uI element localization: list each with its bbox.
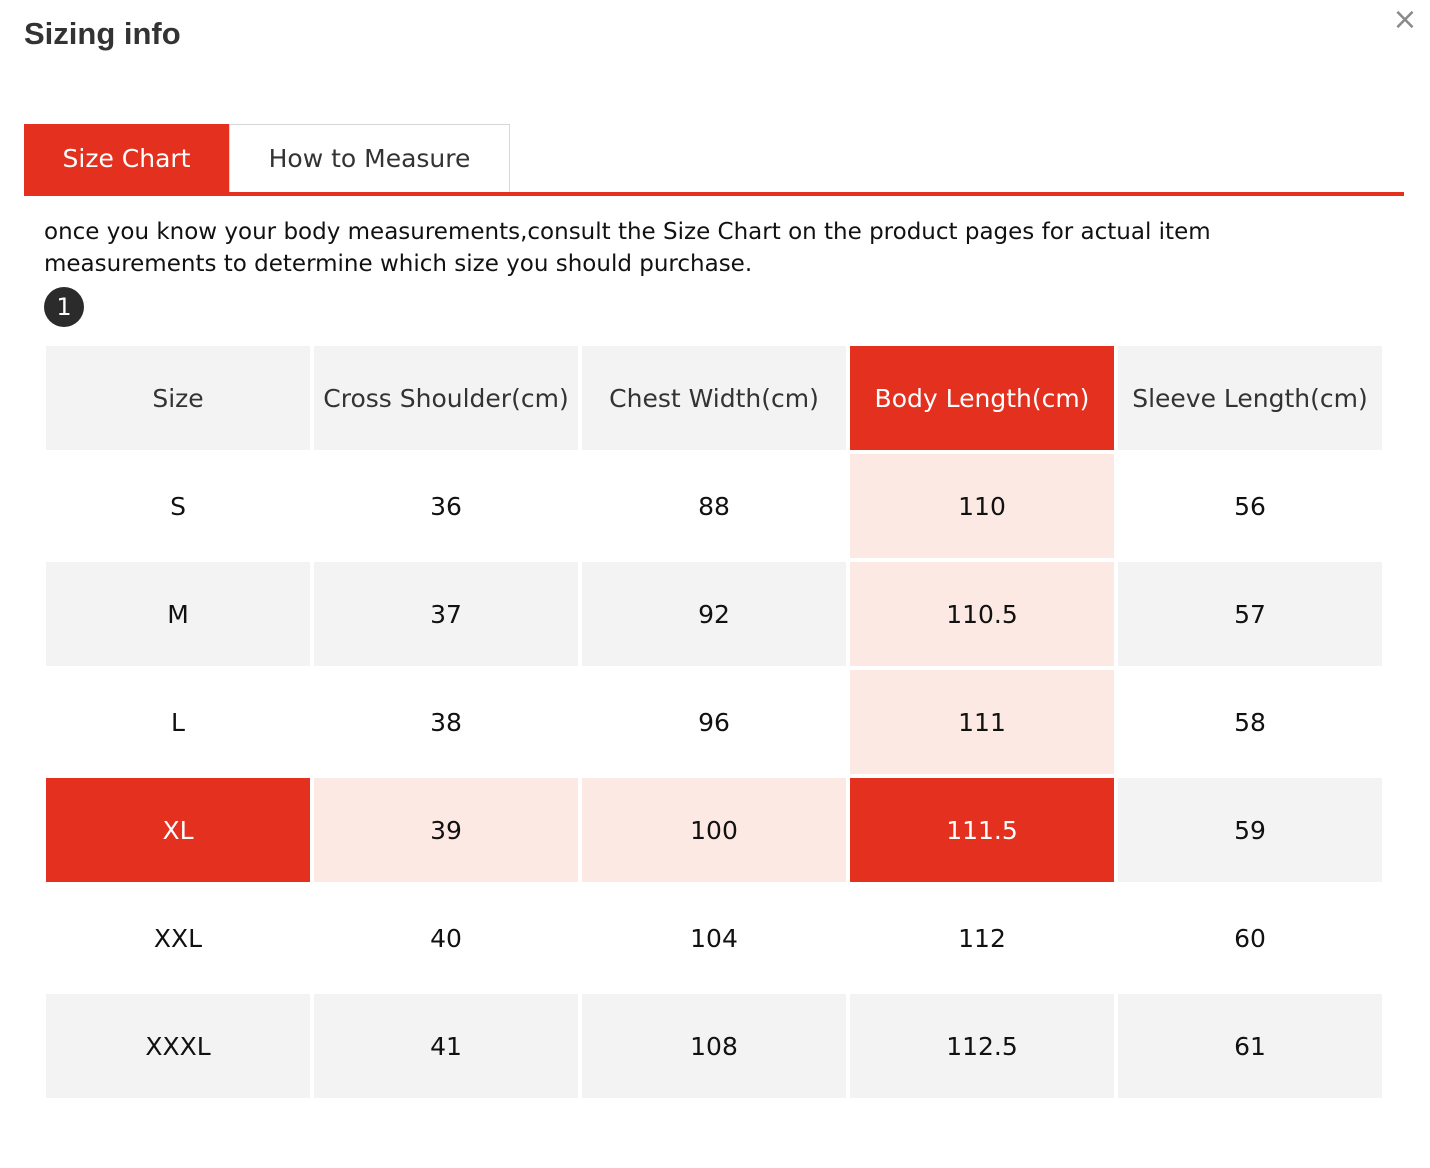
cell-chest-width: 100	[582, 778, 846, 882]
cell-cross-shoulder: 41	[314, 994, 578, 1098]
table-header-row: Size Cross Shoulder(cm) Chest Width(cm) …	[46, 346, 1382, 450]
cell-cross-shoulder: 37	[314, 562, 578, 666]
column-header-chest-width[interactable]: Chest Width(cm)	[582, 346, 846, 450]
cell-chest-width: 88	[582, 454, 846, 558]
cell-chest-width: 96	[582, 670, 846, 774]
table-row[interactable]: S 36 88 110 56	[46, 454, 1382, 558]
cell-chest-width: 104	[582, 886, 846, 990]
cell-chest-width: 92	[582, 562, 846, 666]
cell-cross-shoulder: 38	[314, 670, 578, 774]
cell-body-length: 112.5	[850, 994, 1114, 1098]
cell-body-length: 111.5	[850, 778, 1114, 882]
tab-underline	[24, 192, 1404, 196]
cell-size: S	[46, 454, 310, 558]
cell-size: L	[46, 670, 310, 774]
column-header-cross-shoulder[interactable]: Cross Shoulder(cm)	[314, 346, 578, 450]
size-chart-description: once you know your body measurements,con…	[44, 219, 1211, 277]
cell-cross-shoulder: 39	[314, 778, 578, 882]
cell-size: XXL	[46, 886, 310, 990]
cell-body-length: 112	[850, 886, 1114, 990]
column-header-size[interactable]: Size	[46, 346, 310, 450]
cell-cross-shoulder: 40	[314, 886, 578, 990]
cell-cross-shoulder: 36	[314, 454, 578, 558]
tab-size-chart[interactable]: Size Chart	[24, 124, 229, 192]
tab-how-to-measure[interactable]: How to Measure	[229, 124, 510, 192]
table-row[interactable]: XXXL 41 108 112.5 61	[46, 994, 1382, 1098]
cell-body-length: 110.5	[850, 562, 1114, 666]
table-row-selected[interactable]: XL 39 100 111.5 59	[46, 778, 1382, 882]
close-icon[interactable]: ×	[1392, 1, 1418, 37]
table-row[interactable]: XXL 40 104 112 60	[46, 886, 1382, 990]
table-row[interactable]: L 38 96 111 58	[46, 670, 1382, 774]
step-number-badge: 1	[44, 287, 84, 327]
cell-size: M	[46, 562, 310, 666]
cell-sleeve-length: 57	[1118, 562, 1382, 666]
cell-sleeve-length: 61	[1118, 994, 1382, 1098]
column-header-sleeve-length[interactable]: Sleeve Length(cm)	[1118, 346, 1382, 450]
modal-title: Sizing info	[24, 16, 181, 51]
cell-sleeve-length: 56	[1118, 454, 1382, 558]
cell-sleeve-length: 59	[1118, 778, 1382, 882]
cell-sleeve-length: 58	[1118, 670, 1382, 774]
column-header-body-length[interactable]: Body Length(cm)	[850, 346, 1114, 450]
size-chart-table: Size Cross Shoulder(cm) Chest Width(cm) …	[42, 342, 1386, 1102]
tab-bar: Size Chart How to Measure	[24, 124, 1404, 196]
cell-body-length: 110	[850, 454, 1114, 558]
table-row[interactable]: M 37 92 110.5 57	[46, 562, 1382, 666]
cell-sleeve-length: 60	[1118, 886, 1382, 990]
cell-chest-width: 108	[582, 994, 846, 1098]
cell-size: XL	[46, 778, 310, 882]
cell-size: XXXL	[46, 994, 310, 1098]
cell-body-length: 111	[850, 670, 1114, 774]
